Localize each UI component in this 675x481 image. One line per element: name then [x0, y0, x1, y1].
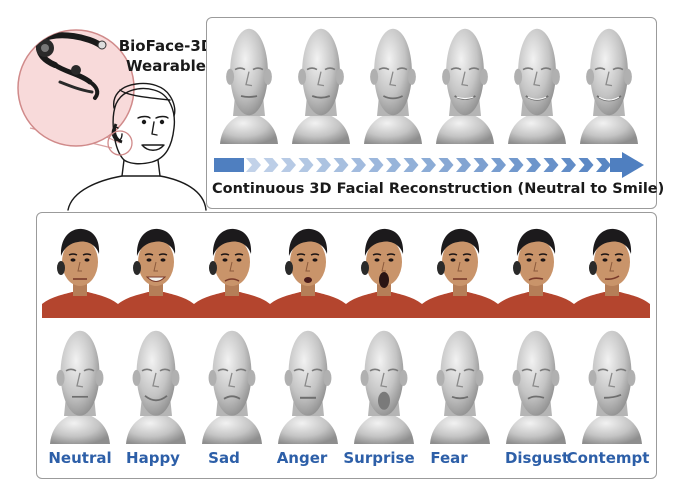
expression-label: Happy	[126, 449, 180, 467]
expression-label: Neutral	[48, 449, 112, 467]
smile-mesh-head	[292, 28, 350, 144]
arrow-chevron	[543, 158, 559, 172]
expression-photo	[270, 218, 346, 318]
reconstruction-caption: Continuous 3D Facial Reconstruction (Neu…	[212, 181, 665, 197]
expression-mesh-head	[506, 330, 566, 444]
expression-label: Contempt	[566, 449, 650, 467]
expression-mesh-head	[50, 330, 110, 444]
smile-mesh-head	[220, 28, 278, 144]
expression-photo	[422, 218, 498, 318]
arrow-chevron	[368, 158, 384, 172]
expression-photo	[574, 218, 650, 318]
arrow-chevron	[508, 158, 524, 172]
device-title: BioFace-3D Wearable	[116, 36, 216, 76]
arrow-chevron	[456, 158, 471, 172]
arrow-chevron	[561, 158, 576, 172]
arrow-head	[622, 152, 644, 178]
smile-mesh-head	[436, 28, 494, 144]
arrow-chevron	[421, 158, 436, 172]
arrow-chevron	[263, 158, 279, 172]
arrow-chevron	[281, 158, 296, 172]
expression-mesh-head	[582, 330, 642, 444]
expression-photo	[42, 218, 118, 318]
arrow-chevron	[298, 158, 314, 172]
expression-photo	[346, 218, 422, 318]
arrow-chevron	[333, 158, 349, 172]
expression-mesh-head	[278, 330, 338, 444]
arrow-chevron	[491, 158, 506, 172]
expression-mesh-head	[126, 330, 186, 444]
smile-mesh-head	[364, 28, 422, 144]
expression-mesh-head	[202, 330, 262, 444]
arrow-stem	[610, 158, 624, 172]
expression-photo	[194, 218, 270, 318]
smile-mesh-head	[580, 28, 638, 144]
arrow-chevron	[438, 158, 454, 172]
arrow-chevron	[578, 158, 594, 172]
expression-photo	[118, 218, 194, 318]
reconstruction-panel	[206, 17, 657, 209]
arrow-chevron	[246, 158, 261, 172]
arrow-tail	[214, 158, 244, 172]
expression-label: Surprise	[343, 449, 415, 467]
person-sketch	[67, 82, 207, 211]
arrow-chevron	[316, 158, 331, 172]
device-title-line1: BioFace-3D	[118, 37, 214, 55]
expression-label: Disgust	[504, 449, 570, 467]
arrow-chevron	[386, 158, 401, 172]
expression-label: Sad	[208, 449, 240, 467]
smile-mesh-head	[508, 28, 566, 144]
arrow-chevron	[351, 158, 366, 172]
wearable-illustration	[17, 29, 207, 211]
expression-label: Fear	[430, 449, 468, 467]
progress-arrow	[214, 152, 644, 178]
expression-mesh-head	[430, 330, 490, 444]
arrow-chevron	[526, 158, 541, 172]
expression-photo	[498, 218, 574, 318]
arrow-chevron	[403, 158, 419, 172]
expression-mesh-head	[354, 330, 414, 444]
device-title-line2: Wearable	[126, 57, 206, 75]
expression-label: Anger	[276, 449, 328, 467]
arrow-chevron	[596, 158, 611, 172]
arrow-chevron	[473, 158, 489, 172]
